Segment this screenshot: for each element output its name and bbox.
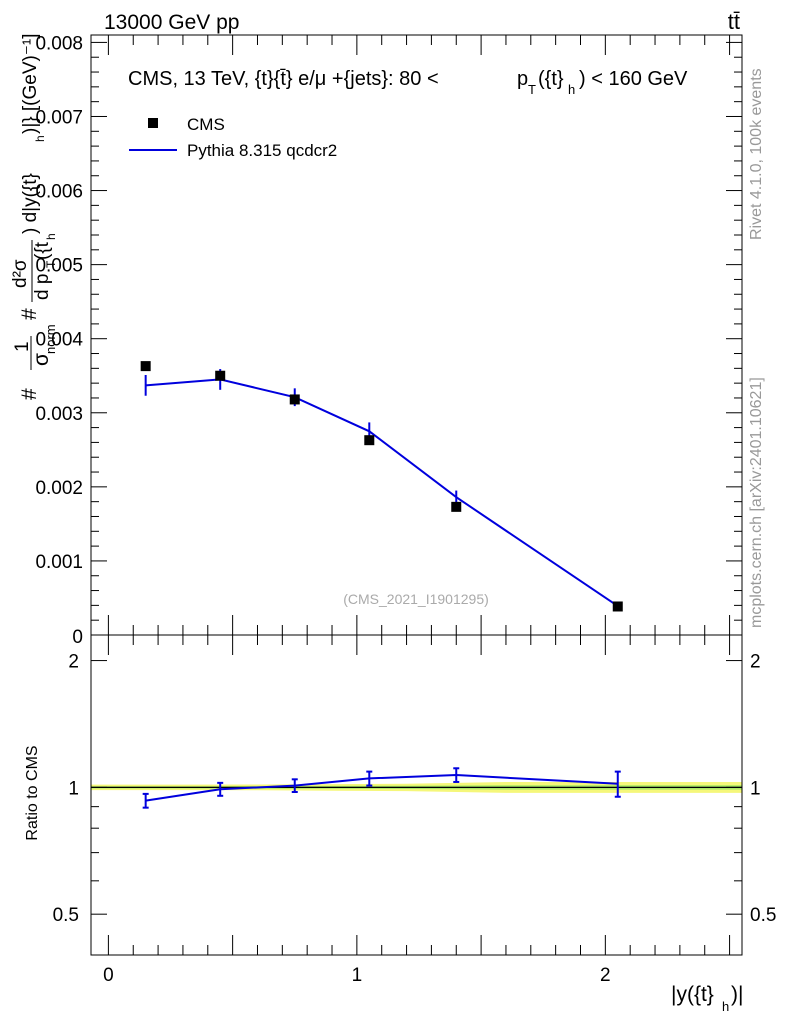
ratio-y-tick-label-right: 1 bbox=[750, 778, 761, 799]
main-y-tick-label: 0.003 bbox=[35, 404, 83, 425]
x-tick-label: 0 bbox=[103, 965, 114, 986]
cms-data-point bbox=[215, 370, 226, 381]
ratio-y-axis-label: Ratio to CMS bbox=[24, 745, 41, 840]
ratio-y-tick-label-right: 2 bbox=[750, 652, 761, 673]
cms-data-point bbox=[289, 394, 300, 405]
ratio-uncertainty-band bbox=[91, 782, 742, 793]
main-y-tick-label: 0.006 bbox=[35, 182, 83, 203]
title-mid: ({t} bbox=[538, 68, 564, 90]
ratio-pythia-line bbox=[145, 773, 618, 802]
ratio-y-tick-label: 2 bbox=[68, 652, 79, 673]
ratio-panel-frame bbox=[90, 634, 743, 956]
title-p: p bbox=[517, 68, 528, 90]
ratio-y-tick-label: 1 bbox=[68, 778, 79, 799]
title-T-subscript: T bbox=[528, 82, 536, 97]
energy-label: 13000 GeV pp bbox=[104, 11, 239, 34]
main-y-tick-label: 0.002 bbox=[35, 478, 83, 499]
mcplots-label: mcplots.cern.ch [arXiv:2401.10621] bbox=[748, 377, 765, 628]
main-y-axis-label: # 1 σ norm # d²σ d p T ({t h ) d|y({t} h… bbox=[8, 34, 60, 400]
ratio-y-tick-label-right: 0.5 bbox=[750, 905, 776, 926]
title-h-subscript: h bbox=[568, 82, 575, 97]
legend-pythia-label: Pythia 8.315 qcdcr2 bbox=[187, 141, 337, 160]
ratio-y-tick-labels: 0.5 0.5 1 1 2 2 bbox=[53, 652, 777, 927]
main-y-tick-label: 0.007 bbox=[35, 107, 83, 128]
x-tick-label: 2 bbox=[600, 965, 611, 986]
x-axis-label: |y({t} h )| bbox=[671, 983, 743, 1016]
main-y-tick-label: 0.004 bbox=[35, 330, 83, 351]
analysis-watermark: (CMS_2021_I1901295) bbox=[343, 591, 489, 607]
title-prefix: CMS, 13 TeV, {t}{t̄} e/μ +{jets}: 80 < bbox=[128, 68, 439, 90]
svg-text:# 1 σ norm: # 1 σ norm # d²σ d p T ({t h ) d|y({t} h… bbox=[8, 34, 60, 400]
ratio-axis-ticks bbox=[91, 635, 742, 956]
x-tick-labels: 0 1 2 bbox=[103, 965, 611, 986]
main-y-tick-labels: 0.001 0.002 0.003 0.004 0.005 0.006 0.007 0.008… bbox=[35, 33, 83, 648]
cms-data-point bbox=[612, 601, 623, 612]
cms-data-point bbox=[451, 501, 462, 512]
legend-cms-label: CMS bbox=[187, 115, 225, 134]
title-suffix: ) < 160 GeV bbox=[579, 68, 688, 90]
main-axis-ticks bbox=[91, 35, 742, 636]
main-y-tick-label: 0.008 bbox=[35, 33, 83, 54]
ratio-y-tick-label: 0.5 bbox=[53, 905, 79, 926]
process-label: tt̄ bbox=[728, 9, 740, 34]
legend-cms-marker bbox=[148, 118, 158, 128]
rivet-label: Rivet 4.1.0, 100k events bbox=[748, 68, 765, 240]
x-tick-label: 1 bbox=[352, 965, 363, 986]
main-y-tick-label: 0.001 bbox=[35, 552, 83, 573]
cms-data-point bbox=[364, 435, 375, 446]
ratio-series-group bbox=[142, 767, 621, 809]
main-series-group bbox=[140, 361, 623, 612]
plot-title: CMS, 13 TeV, {t}{t̄} e/μ +{jets}: 80 < p… bbox=[128, 68, 688, 99]
main-y-tick-label: 0.005 bbox=[35, 256, 83, 277]
main-y-tick-label: 0 bbox=[72, 627, 83, 648]
cms-data-point bbox=[140, 361, 151, 372]
pythia-line bbox=[145, 378, 619, 607]
